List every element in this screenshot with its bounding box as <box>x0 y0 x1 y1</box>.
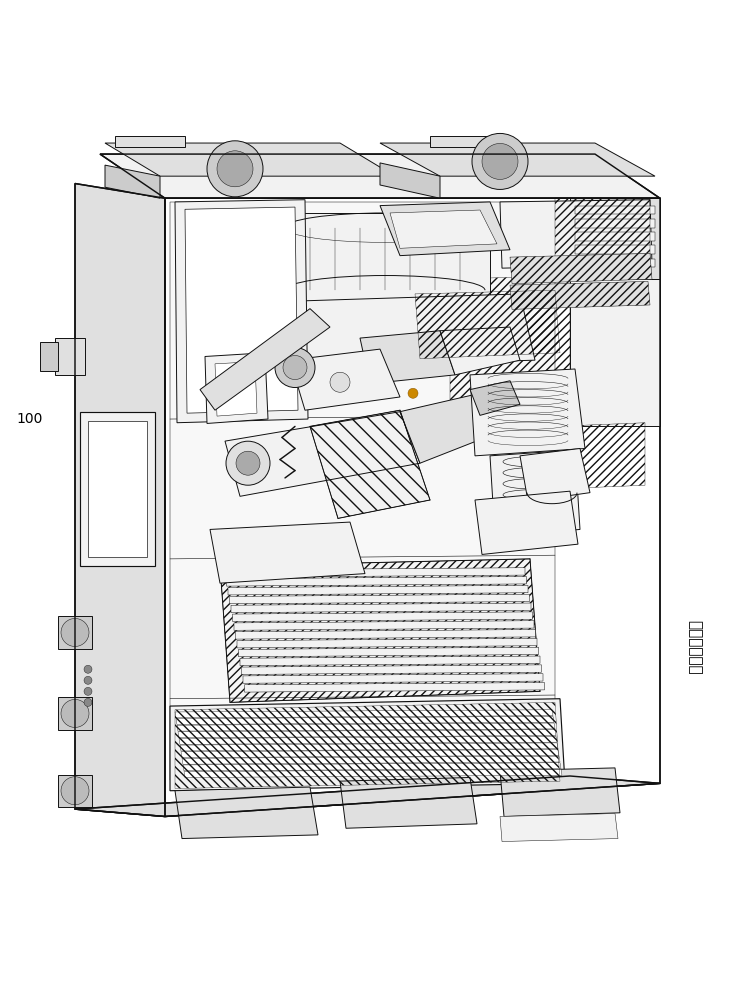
Polygon shape <box>280 213 490 301</box>
Polygon shape <box>237 638 537 648</box>
Polygon shape <box>575 219 655 228</box>
Polygon shape <box>165 198 660 816</box>
Polygon shape <box>228 585 528 595</box>
Circle shape <box>84 676 92 684</box>
Polygon shape <box>570 198 660 279</box>
Circle shape <box>275 348 315 388</box>
Polygon shape <box>470 369 585 456</box>
Polygon shape <box>440 327 520 375</box>
Circle shape <box>472 133 528 189</box>
Circle shape <box>482 143 518 179</box>
Polygon shape <box>575 232 655 241</box>
Polygon shape <box>340 777 477 828</box>
Polygon shape <box>183 763 561 771</box>
Polygon shape <box>175 710 553 718</box>
Polygon shape <box>380 202 510 256</box>
Polygon shape <box>231 603 531 613</box>
Polygon shape <box>58 775 92 807</box>
Polygon shape <box>575 245 655 254</box>
Polygon shape <box>570 279 660 426</box>
Polygon shape <box>182 756 560 764</box>
Polygon shape <box>510 253 652 284</box>
Polygon shape <box>185 207 298 413</box>
Polygon shape <box>390 210 497 248</box>
Polygon shape <box>100 154 660 198</box>
Circle shape <box>283 356 307 380</box>
Polygon shape <box>380 143 655 176</box>
Polygon shape <box>234 621 534 630</box>
Polygon shape <box>170 699 565 791</box>
Circle shape <box>236 451 260 475</box>
Polygon shape <box>233 612 533 621</box>
Circle shape <box>84 687 92 695</box>
Text: （现有技术）: （现有技术） <box>687 620 702 675</box>
Circle shape <box>84 665 92 673</box>
Polygon shape <box>500 814 618 842</box>
Polygon shape <box>243 674 543 683</box>
Polygon shape <box>475 491 578 554</box>
Polygon shape <box>225 568 525 577</box>
Circle shape <box>61 777 89 805</box>
Circle shape <box>84 698 92 706</box>
Circle shape <box>207 141 263 197</box>
Polygon shape <box>230 594 529 604</box>
Polygon shape <box>575 259 655 267</box>
Polygon shape <box>58 616 92 649</box>
Circle shape <box>61 618 89 646</box>
Polygon shape <box>75 184 165 816</box>
Polygon shape <box>75 776 660 816</box>
Polygon shape <box>210 522 365 583</box>
Polygon shape <box>240 656 540 666</box>
Text: 100: 100 <box>17 412 43 426</box>
Polygon shape <box>170 202 555 780</box>
Polygon shape <box>181 750 559 758</box>
Polygon shape <box>227 577 526 586</box>
Polygon shape <box>55 338 85 375</box>
Polygon shape <box>105 143 395 176</box>
Polygon shape <box>180 743 558 751</box>
Polygon shape <box>290 294 535 368</box>
Polygon shape <box>400 393 495 463</box>
Polygon shape <box>490 450 580 537</box>
Polygon shape <box>220 559 540 702</box>
Polygon shape <box>360 331 455 384</box>
Polygon shape <box>520 448 590 501</box>
Polygon shape <box>500 200 652 268</box>
Polygon shape <box>200 309 330 410</box>
Polygon shape <box>40 342 58 371</box>
Polygon shape <box>310 410 430 518</box>
Circle shape <box>226 441 270 485</box>
Polygon shape <box>184 769 562 777</box>
Polygon shape <box>115 136 185 147</box>
Polygon shape <box>510 281 650 309</box>
Circle shape <box>330 372 350 392</box>
Polygon shape <box>178 730 556 738</box>
Polygon shape <box>88 421 147 557</box>
Polygon shape <box>500 768 620 816</box>
Polygon shape <box>80 412 155 566</box>
Polygon shape <box>175 200 308 423</box>
Polygon shape <box>430 136 500 147</box>
Polygon shape <box>176 716 554 724</box>
Polygon shape <box>241 665 542 674</box>
Polygon shape <box>215 362 257 416</box>
Polygon shape <box>58 697 92 730</box>
Polygon shape <box>236 630 536 639</box>
Polygon shape <box>205 353 268 423</box>
Circle shape <box>408 388 418 398</box>
Polygon shape <box>380 163 440 198</box>
Polygon shape <box>225 412 420 496</box>
Polygon shape <box>238 647 539 657</box>
Polygon shape <box>105 165 160 198</box>
Polygon shape <box>177 723 555 731</box>
Polygon shape <box>470 381 520 415</box>
Circle shape <box>217 151 253 187</box>
Polygon shape <box>175 787 318 839</box>
Polygon shape <box>179 736 557 744</box>
Circle shape <box>61 699 89 727</box>
Polygon shape <box>244 683 545 692</box>
Polygon shape <box>290 349 400 410</box>
Polygon shape <box>575 206 655 214</box>
